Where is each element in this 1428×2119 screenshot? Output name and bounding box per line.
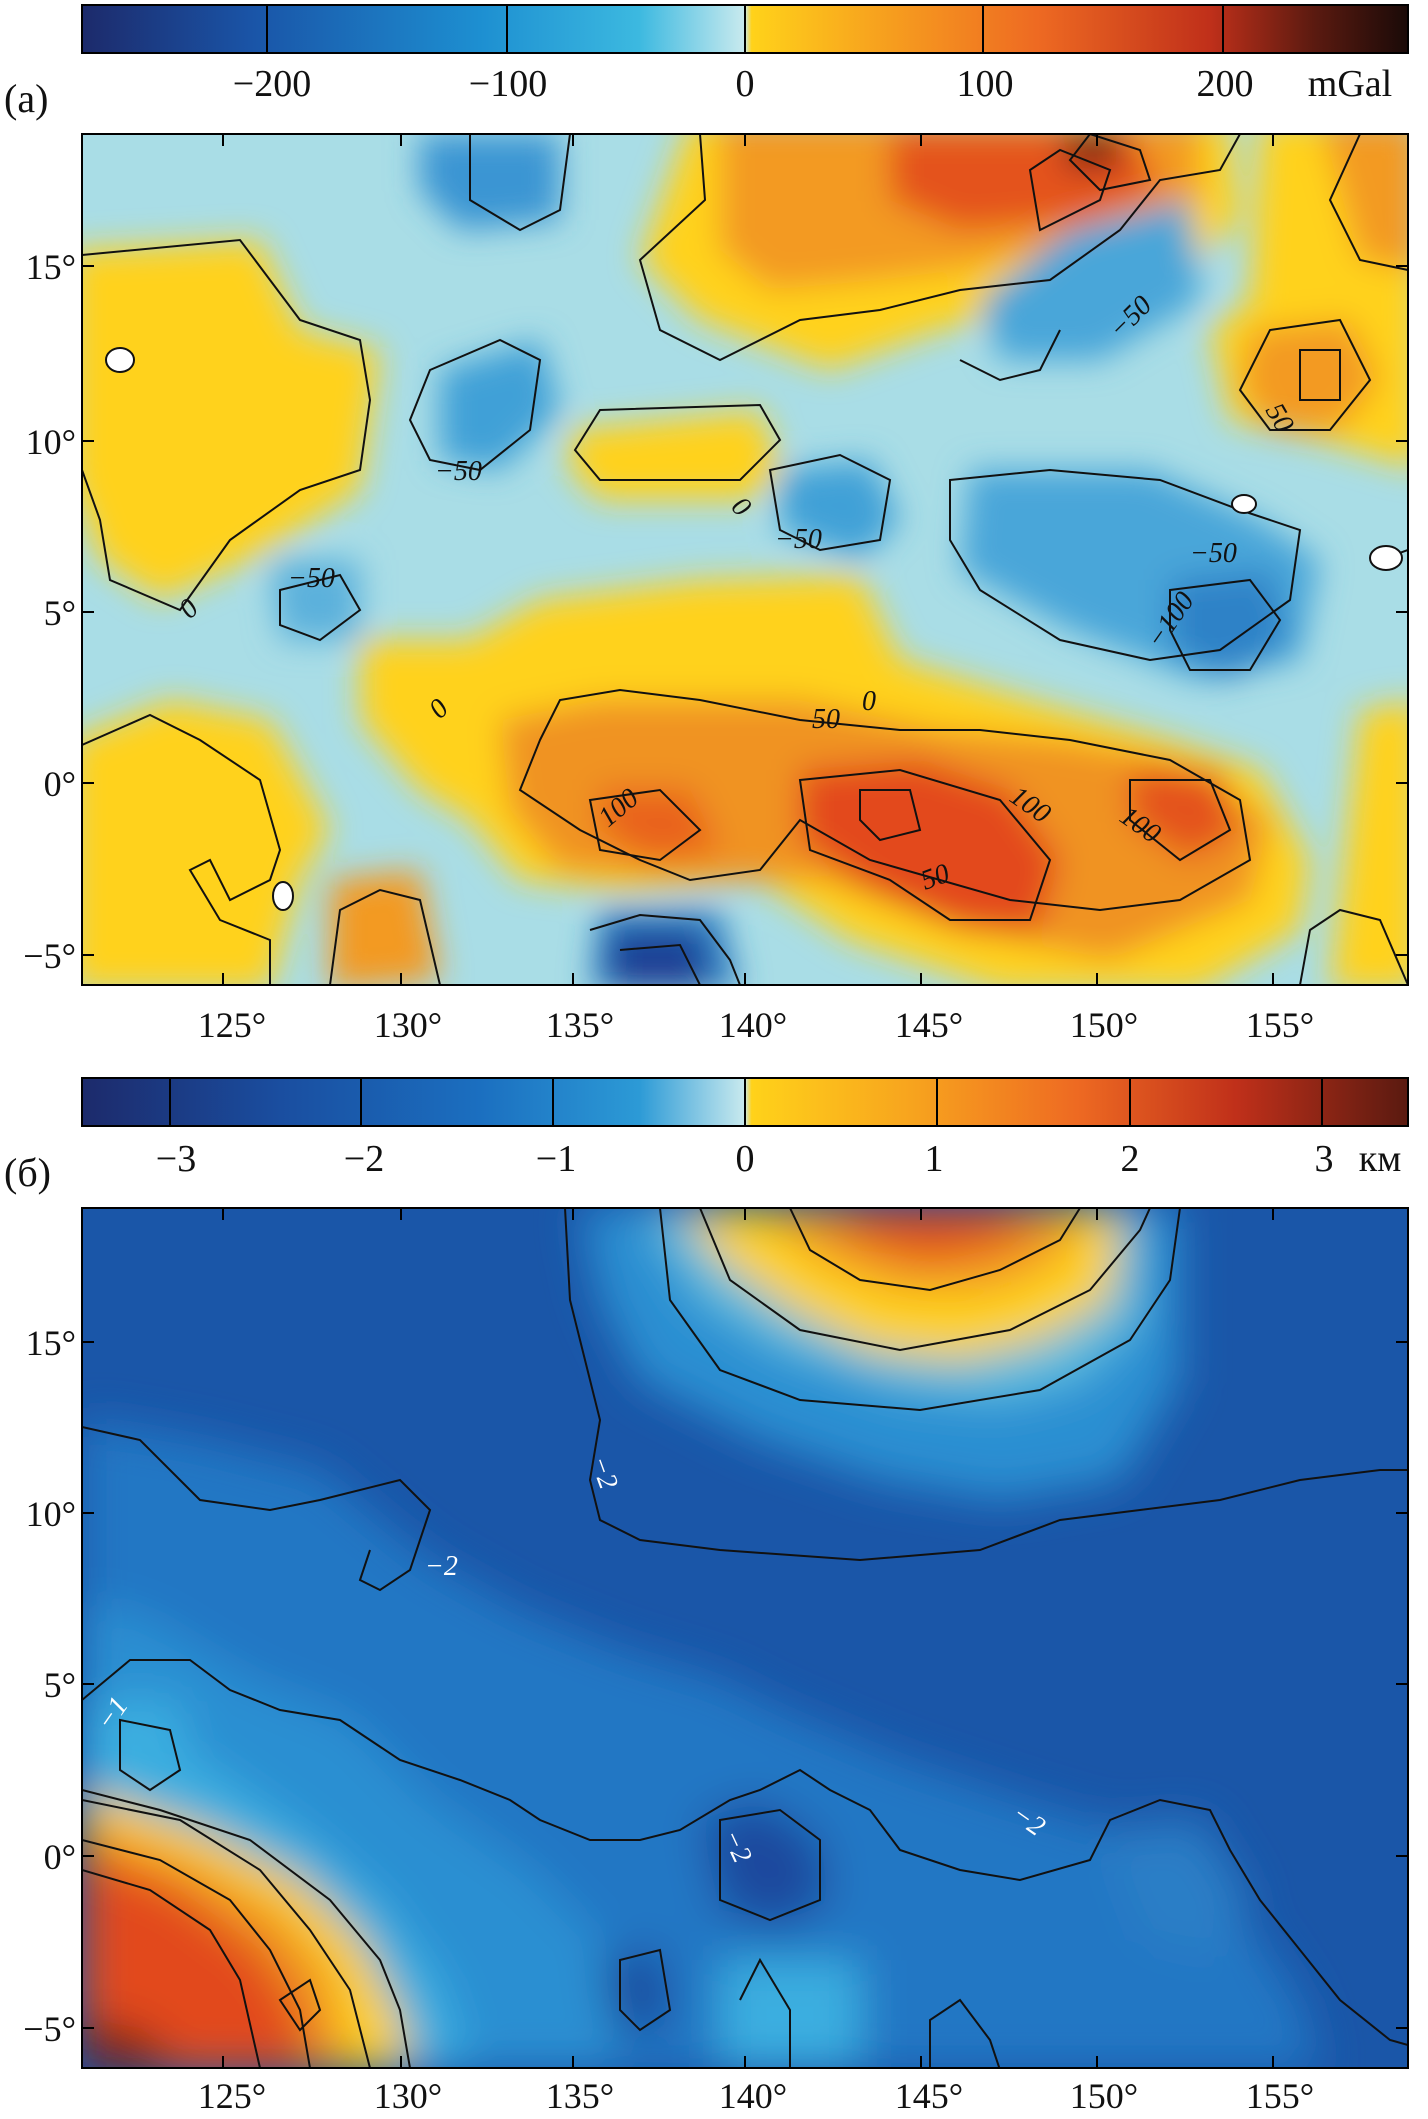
contour-label: −50 <box>288 563 335 594</box>
colorbar-a-tick: 200 <box>1197 63 1254 105</box>
y-tick-label: 10° <box>26 422 76 462</box>
colorbar-a-tick: 0 <box>736 63 755 105</box>
contour-label: −50 <box>1190 538 1237 569</box>
x-tick-label: 145° <box>895 1005 963 1045</box>
x-tick-label: 150° <box>1070 1005 1138 1045</box>
colorbar-b-tick: 0 <box>736 1138 755 1180</box>
x-tick-label: 150° <box>1070 2076 1138 2116</box>
contour-label: −50 <box>775 524 822 555</box>
x-axis-b: 125° 130° 135° 140° 145° 150° 155° <box>198 2076 1314 2116</box>
y-tick-label: 15° <box>26 247 76 287</box>
y-axis-a: 15° 10° 5° 0° −5° <box>23 247 76 976</box>
contour-label: −50 <box>435 456 482 487</box>
colorbar-a-tick: −200 <box>233 63 311 105</box>
colorbar-b-tick: 1 <box>925 1138 944 1180</box>
colorbar-a: −200 −100 0 100 200 mGal <box>81 4 1409 105</box>
x-tick-label: 125° <box>198 1005 266 1045</box>
colorbar-b-tick: −3 <box>156 1138 196 1180</box>
contour-label: −2 <box>425 1551 458 1582</box>
y-tick-label: 5° <box>44 593 76 633</box>
colorbar-a-tick: 100 <box>957 63 1014 105</box>
panel-b: −3 −2 −1 0 1 2 3 км (б) <box>4 1077 1409 2116</box>
colorbar-a-unit: mGal <box>1308 63 1392 105</box>
colorbar-b-unit: км <box>1359 1138 1402 1180</box>
y-tick-label: −5° <box>23 936 76 976</box>
x-tick-label: 145° <box>895 2076 963 2116</box>
y-tick-label: 10° <box>26 1494 76 1534</box>
x-tick-label: 130° <box>374 1005 442 1045</box>
colorbar-b: −3 −2 −1 0 1 2 3 км <box>81 1077 1409 1180</box>
colorbar-b-tick: −2 <box>344 1138 384 1180</box>
y-tick-label: 0° <box>44 764 76 804</box>
colorbar-a-tick: −100 <box>469 63 547 105</box>
contour-label: 50 <box>812 704 840 735</box>
y-tick-label: 5° <box>44 1665 76 1705</box>
gravity-anomaly-map <box>82 134 1408 985</box>
x-tick-label: 135° <box>546 1005 614 1045</box>
x-tick-label: 155° <box>1246 1005 1314 1045</box>
depth-map <box>82 1208 1408 2068</box>
x-tick-label: 140° <box>719 2076 787 2116</box>
colorbar-b-tick: −1 <box>536 1138 576 1180</box>
contour-label: 0 <box>862 686 876 717</box>
y-tick-label: 0° <box>44 1837 76 1877</box>
y-tick-label: −5° <box>23 2009 76 2049</box>
x-axis-a: 125° 130° 135° 140° 145° 150° 155° <box>198 1005 1314 1045</box>
panel-a: −200 −100 0 100 200 mGal (a) <box>4 4 1409 1045</box>
panel-b-label: (б) <box>4 1150 51 1195</box>
colorbar-b-tick: 2 <box>1121 1138 1140 1180</box>
x-tick-label: 155° <box>1246 2076 1314 2116</box>
x-tick-label: 130° <box>374 2076 442 2116</box>
y-tick-label: 15° <box>26 1323 76 1363</box>
x-tick-label: 140° <box>719 1005 787 1045</box>
y-axis-b: 15° 10° 5° 0° −5° <box>23 1323 76 2049</box>
x-tick-label: 125° <box>198 2076 266 2116</box>
colorbar-b-tick: 3 <box>1315 1138 1334 1180</box>
x-tick-label: 135° <box>546 2076 614 2116</box>
panel-a-label: (a) <box>4 76 48 121</box>
